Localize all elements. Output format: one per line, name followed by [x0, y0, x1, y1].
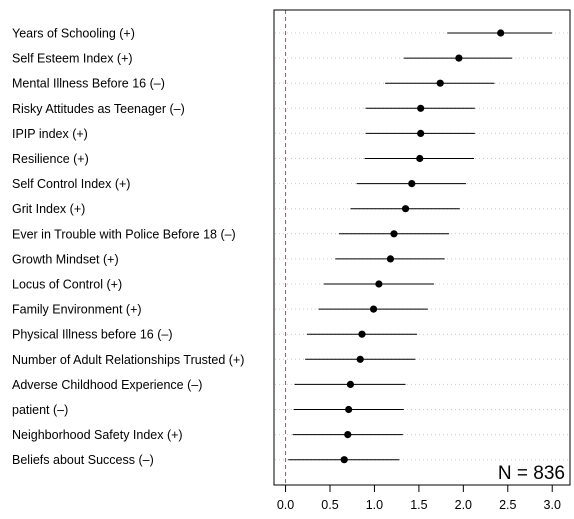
x-tick-label: 3.0: [544, 498, 561, 512]
x-tick-label: 1.5: [410, 498, 427, 512]
estimate-point: [417, 129, 425, 137]
estimate-point: [344, 431, 352, 439]
estimate-point: [340, 456, 348, 464]
y-axis-labels: Years of Schooling (+) Self Esteem Index …: [12, 27, 244, 468]
x-axis: 0.0 0.5 1.0 1.5 2.0 2.5 3.0: [277, 484, 561, 512]
estimate-point: [416, 154, 424, 163]
estimate-point: [436, 79, 444, 87]
row-label: Number of Adult Relationships Trusted (+…: [12, 353, 244, 367]
row-label: Years of Schooling (+): [12, 27, 135, 41]
interval-layer: [288, 32, 553, 461]
row-label: Resilience (+): [12, 152, 89, 166]
estimate-point: [358, 330, 366, 338]
estimate-point: [390, 230, 398, 238]
estimate-point: [346, 380, 355, 388]
row-label: Locus of Control (+): [12, 278, 122, 292]
row-label: Adverse Childhood Experience (–): [12, 378, 202, 392]
estimate-point: [369, 305, 378, 313]
row-label: Physical Illness before 16 (–): [12, 328, 173, 342]
row-label: Beliefs about Success (–): [12, 453, 154, 467]
estimate-point: [345, 405, 353, 414]
row-label: patient (–): [12, 403, 68, 417]
estimate-point: [497, 29, 505, 37]
x-tick-label: 1.0: [366, 498, 383, 512]
row-label: Mental Illness Before 16 (–): [12, 77, 165, 91]
row-label: Self Esteem Index (+): [12, 52, 133, 66]
x-tick-label: 0.0: [277, 498, 294, 512]
x-tick-label: 0.5: [321, 498, 338, 512]
estimate-point: [375, 280, 383, 288]
row-label: Growth Mindset (+): [12, 252, 119, 266]
estimate-point: [455, 54, 463, 62]
row-label: IPIP index (+): [12, 127, 88, 141]
point-layer: [340, 29, 505, 464]
x-tick-label: 2.5: [499, 498, 516, 512]
plot-frame: [273, 9, 571, 486]
estimate-point: [408, 180, 416, 188]
row-label: Self Control Index (+): [12, 177, 130, 191]
estimate-point: [356, 355, 364, 363]
row-label: Ever in Trouble with Police Before 18 (–…: [12, 227, 236, 241]
sample-size-annotation: N = 836: [498, 463, 565, 484]
row-label: Neighborhood Safety Index (+): [12, 428, 183, 442]
x-tick-label: 2.0: [455, 498, 472, 512]
row-label: Risky Attitudes as Teenager (–): [12, 102, 185, 116]
row-label: Grit Index (+): [12, 202, 85, 216]
gridlines: [275, 32, 569, 461]
estimate-point: [401, 205, 410, 213]
estimate-point: [417, 104, 425, 112]
estimate-point: [386, 255, 395, 263]
row-label: Family Environment (+): [12, 303, 142, 317]
